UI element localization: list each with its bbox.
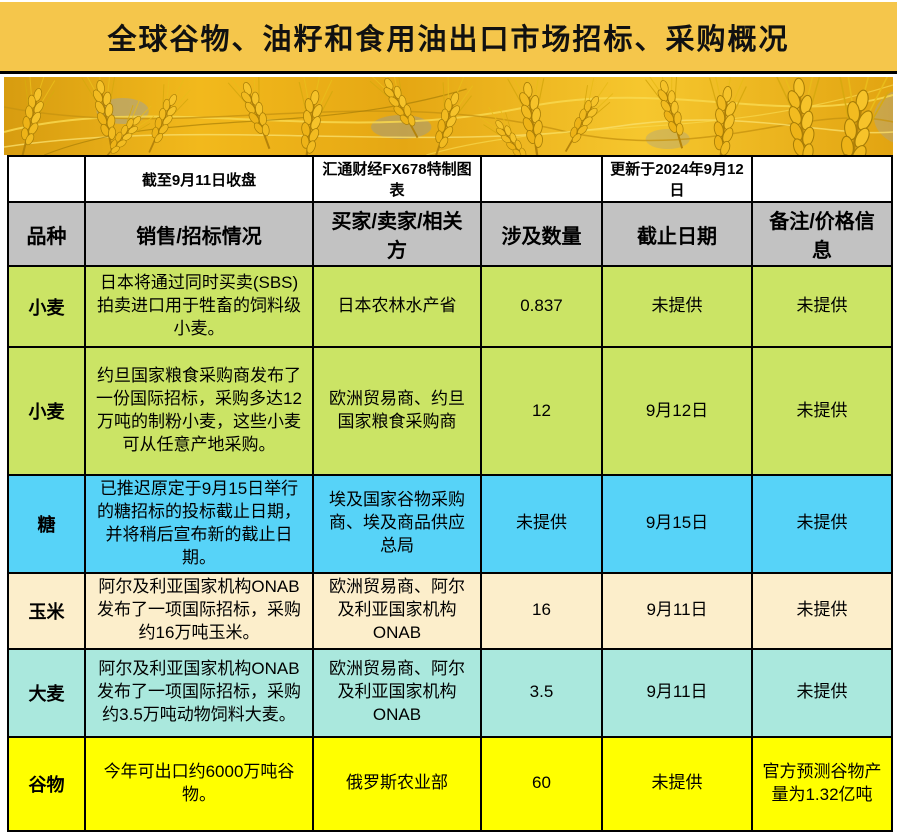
cell-parties: 欧洲贸易商、约旦国家粮食采购商 bbox=[312, 346, 482, 476]
cell-deadline: 9月15日 bbox=[601, 474, 753, 574]
cell-commodity: 糖 bbox=[7, 474, 86, 574]
cell-details: 阿尔及利亚国家机构ONAB发布了一项国际招标，采购约16万吨玉米。 bbox=[84, 571, 314, 650]
cell-parties: 欧洲贸易商、阿尔及利亚国家机构ONAB bbox=[312, 571, 482, 650]
wheat-photo bbox=[4, 77, 893, 155]
cell-quantity: 未提供 bbox=[480, 474, 603, 574]
header-deadline: 截止日期 bbox=[601, 201, 753, 267]
cell-details: 今年可出口约6000万吨谷物。 bbox=[84, 735, 314, 832]
header-commodity: 品种 bbox=[7, 201, 86, 267]
source-label: 汇通财经FX678特制图表 bbox=[312, 155, 482, 203]
cell-commodity: 玉米 bbox=[7, 571, 86, 650]
header-parties: 买家/卖家/相关方 bbox=[312, 201, 482, 267]
info-bar-empty-cell bbox=[7, 155, 86, 203]
cell-notes: 未提供 bbox=[751, 571, 893, 650]
cell-quantity: 0.837 bbox=[480, 265, 603, 348]
table-row-corn-algeria: 玉米 阿尔及利亚国家机构ONAB发布了一项国际招标，采购约16万吨玉米。 欧洲贸… bbox=[7, 571, 893, 650]
cell-deadline: 9月11日 bbox=[601, 647, 753, 738]
cell-details: 阿尔及利亚国家机构ONAB发布了一项国际招标，采购约3.5万吨动物饲料大麦。 bbox=[84, 647, 314, 738]
cell-parties: 埃及国家谷物采购商、埃及商品供应总局 bbox=[312, 474, 482, 574]
cell-commodity: 谷物 bbox=[7, 735, 86, 832]
page-title: 全球谷物、油籽和食用油出口市场招标、采购概况 bbox=[107, 23, 790, 56]
header-row: 品种 销售/招标情况 买家/卖家/相关方 涉及数量 截止日期 备注/价格信息 bbox=[7, 201, 893, 267]
cell-quantity: 3.5 bbox=[480, 647, 603, 738]
cell-commodity: 小麦 bbox=[7, 265, 86, 348]
cell-details: 日本将通过同时买卖(SBS)拍卖进口用于牲畜的饲料级小麦。 bbox=[84, 265, 314, 348]
cell-deadline: 未提供 bbox=[601, 265, 753, 348]
cell-notes: 未提供 bbox=[751, 346, 893, 476]
cell-notes: 官方预测谷物产量为1.32亿吨 bbox=[751, 735, 893, 832]
header-quantity: 涉及数量 bbox=[480, 201, 603, 267]
info-bar-empty-cell bbox=[751, 155, 893, 203]
table-row-wheat-jordan: 小麦 约旦国家粮食采购商发布了一份国际招标，采购多达12万吨的制粉小麦，这些小麦… bbox=[7, 346, 893, 476]
cell-commodity: 大麦 bbox=[7, 647, 86, 738]
table-row-grain-russia: 谷物 今年可出口约6000万吨谷物。 俄罗斯农业部 60 未提供 官方预测谷物产… bbox=[7, 735, 893, 832]
cell-parties: 俄罗斯农业部 bbox=[312, 735, 482, 832]
table-row-barley-algeria: 大麦 阿尔及利亚国家机构ONAB发布了一项国际招标，采购约3.5万吨动物饲料大麦… bbox=[7, 647, 893, 738]
info-bar-empty-cell bbox=[480, 155, 603, 203]
cell-parties: 欧洲贸易商、阿尔及利亚国家机构ONAB bbox=[312, 647, 482, 738]
cell-deadline: 9月12日 bbox=[601, 346, 753, 476]
cell-notes: 未提供 bbox=[751, 474, 893, 574]
header-notes: 备注/价格信息 bbox=[751, 201, 893, 267]
as-of-label: 截至9月11日收盘 bbox=[84, 155, 314, 203]
title-bar: 全球谷物、油籽和食用油出口市场招标、采购概况 bbox=[0, 2, 897, 74]
cell-parties: 日本农林水产省 bbox=[312, 265, 482, 348]
info-bar-row: 截至9月11日收盘 汇通财经FX678特制图表 更新于2024年9月12日 bbox=[7, 155, 893, 203]
cell-quantity: 60 bbox=[480, 735, 603, 832]
cell-quantity: 12 bbox=[480, 346, 603, 476]
header-details: 销售/招标情况 bbox=[84, 201, 314, 267]
cell-commodity: 小麦 bbox=[7, 346, 86, 476]
updated-label: 更新于2024年9月12日 bbox=[601, 155, 753, 203]
table-row-wheat-japan: 小麦 日本将通过同时买卖(SBS)拍卖进口用于牲畜的饲料级小麦。 日本农林水产省… bbox=[7, 265, 893, 348]
wheat-banner bbox=[4, 77, 893, 155]
cell-deadline: 未提供 bbox=[601, 735, 753, 832]
cell-notes: 未提供 bbox=[751, 647, 893, 738]
table-row-sugar-egypt: 糖 已推迟原定于9月15日举行的糖招标的投标截止日期，并将稍后宣布新的截止日期。… bbox=[7, 474, 893, 574]
cell-quantity: 16 bbox=[480, 571, 603, 650]
cell-notes: 未提供 bbox=[751, 265, 893, 348]
tender-table: 截至9月11日收盘 汇通财经FX678特制图表 更新于2024年9月12日 品种… bbox=[7, 155, 893, 832]
cell-deadline: 9月11日 bbox=[601, 571, 753, 650]
cell-details: 已推迟原定于9月15日举行的糖招标的投标截止日期，并将稍后宣布新的截止日期。 bbox=[84, 474, 314, 574]
cell-details: 约旦国家粮食采购商发布了一份国际招标，采购多达12万吨的制粉小麦，这些小麦可从任… bbox=[84, 346, 314, 476]
